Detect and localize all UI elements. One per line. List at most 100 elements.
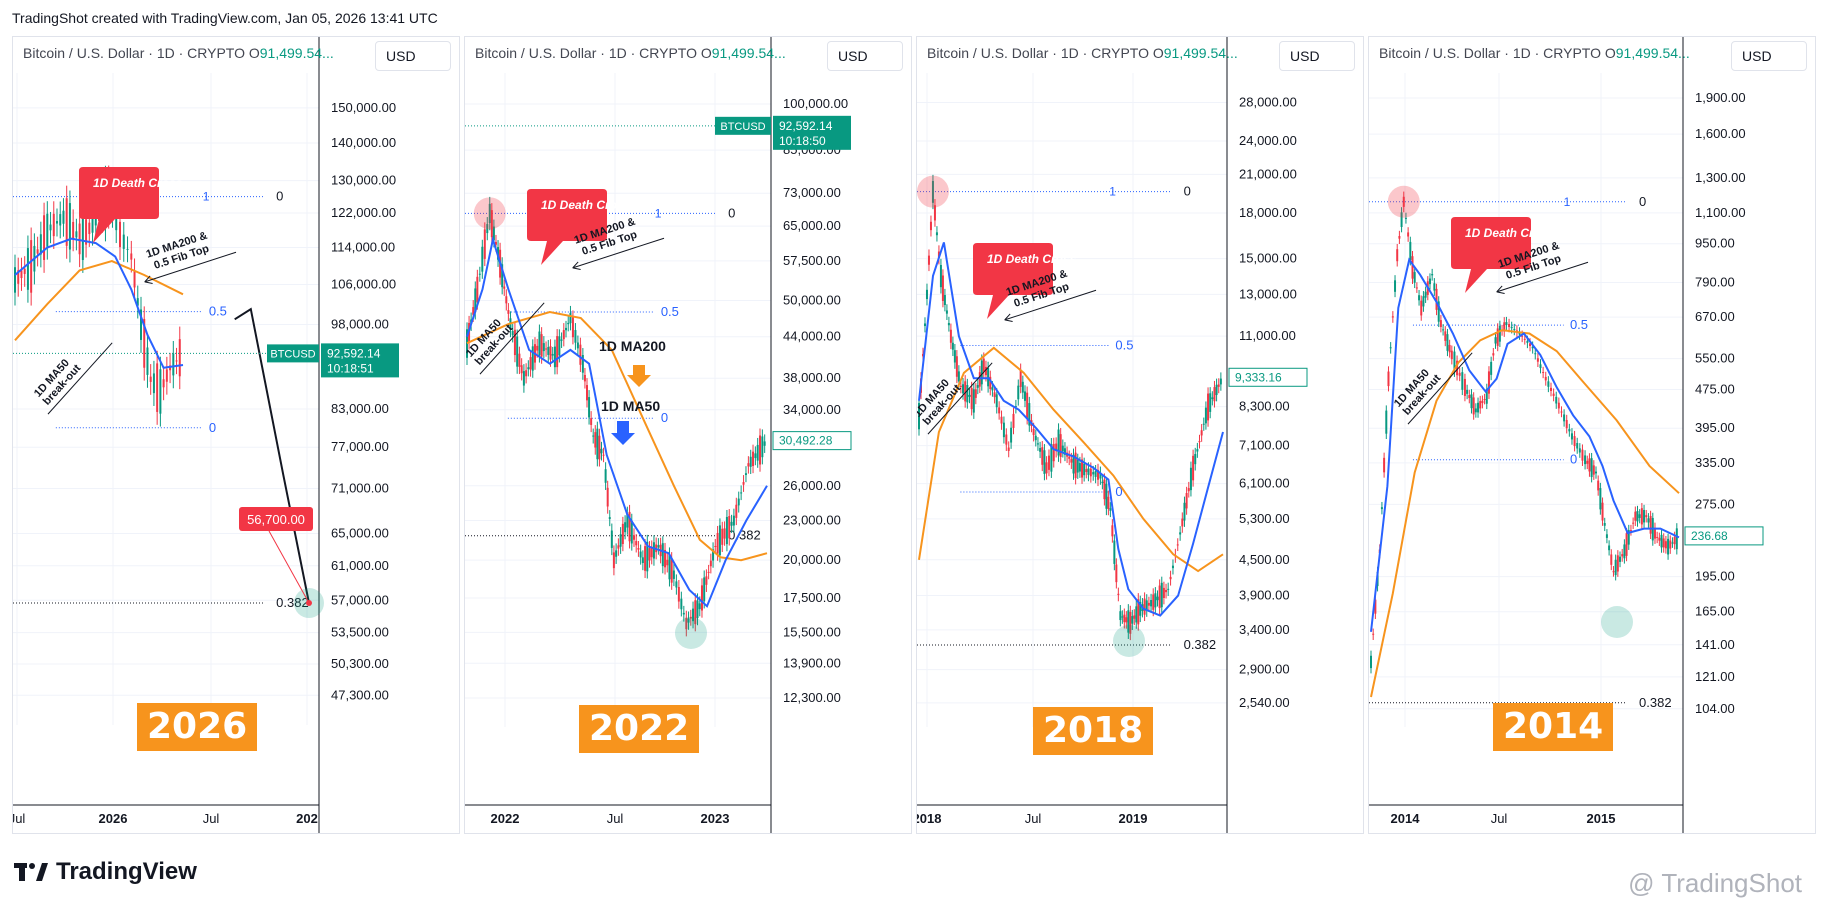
- last-price-value: 30,492.28: [779, 434, 833, 448]
- candle-body: [1039, 448, 1042, 452]
- candle-body: [481, 246, 484, 272]
- candle-body: [1005, 434, 1008, 445]
- candle-body: [478, 273, 481, 275]
- currency-selector[interactable]: USD: [827, 41, 903, 71]
- candle-body: [152, 373, 155, 394]
- candle-body: [574, 330, 577, 343]
- candle-body: [1544, 376, 1547, 381]
- candle-body: [621, 523, 624, 545]
- candle-body: [668, 554, 671, 580]
- candle-body: [677, 587, 680, 602]
- candle-body: [939, 265, 942, 288]
- fib-top-arrow: [572, 237, 665, 269]
- candle-body: [538, 331, 541, 356]
- death-cross-callout: 1D Death Cross: [79, 167, 183, 243]
- candle-body: [1407, 232, 1410, 237]
- symbol-legend[interactable]: Bitcoin / U.S. Dollar · 1D · CRYPTO O91,…: [475, 45, 815, 61]
- candle-body: [951, 342, 954, 350]
- candle-body: [1099, 472, 1102, 479]
- candle-body: [1671, 542, 1674, 544]
- candle-body: [1450, 350, 1453, 360]
- currency-selector[interactable]: USD: [1731, 41, 1807, 71]
- fib-top-arrowhead: [572, 261, 581, 271]
- candle-body: [931, 181, 934, 203]
- symbol-legend[interactable]: Bitcoin / U.S. Dollar · 1D · CRYPTO O91,…: [1379, 45, 1719, 61]
- candle-body: [1167, 588, 1170, 590]
- candle-body: [1109, 508, 1112, 511]
- candle-body: [712, 549, 715, 561]
- ohlc-value: 91,499.54...: [711, 45, 786, 61]
- candle-body: [1547, 381, 1550, 387]
- candle-body: [1479, 401, 1482, 409]
- fib-label: 0.382: [1184, 637, 1217, 652]
- time-tick-label: 2015: [1587, 811, 1616, 826]
- candle-body: [1536, 358, 1539, 362]
- candle-body: [1211, 397, 1214, 400]
- ma50-arrow-icon: [611, 421, 635, 445]
- fib-label: 0: [276, 189, 283, 204]
- candle-body: [628, 511, 631, 542]
- price-tick-label: 5,300.00: [1239, 511, 1290, 526]
- candle-body: [1150, 599, 1153, 607]
- candle-body: [36, 249, 39, 254]
- currency-selector[interactable]: USD: [375, 41, 451, 71]
- time-tick-label: Jul: [1491, 811, 1508, 826]
- candle-body: [966, 385, 969, 403]
- price-tick-label: 106,000.00: [331, 277, 396, 292]
- candle-body: [600, 448, 603, 454]
- candle-body: [49, 224, 52, 231]
- candle-body: [714, 545, 717, 547]
- chart-panel-2018[interactable]: 28,000.00 24,000.00 21,000.00 18,000.00 15,0…: [916, 36, 1364, 834]
- candle-body: [1021, 381, 1024, 393]
- candle-body: [518, 353, 521, 367]
- candle-body: [1581, 449, 1584, 461]
- candle-body: [39, 234, 42, 255]
- symbol-legend[interactable]: Bitcoin / U.S. Dollar · 1D · CRYPTO O91,…: [23, 45, 363, 61]
- ma200-line: [1370, 329, 1680, 698]
- candle-body: [1526, 340, 1529, 343]
- candle-body: [1374, 599, 1377, 614]
- tradingview-logo[interactable]: TradingView: [14, 858, 197, 886]
- candle-body: [1594, 471, 1597, 474]
- candle-body: [1137, 599, 1140, 625]
- price-tick-label: 100,000.00: [783, 96, 848, 111]
- candle-body: [1125, 617, 1128, 623]
- candle-body: [56, 221, 58, 224]
- price-tick-label: 150,000.00: [331, 100, 396, 115]
- candle-body: [945, 310, 948, 314]
- time-tick-label: 2019: [1119, 811, 1148, 826]
- candle-body: [763, 441, 766, 446]
- symbol-legend[interactable]: Bitcoin / U.S. Dollar · 1D · CRYPTO O91,…: [927, 45, 1267, 61]
- candle-body: [1474, 408, 1477, 413]
- price-tick-label: 50,300.00: [331, 656, 389, 671]
- candle-body: [754, 453, 757, 459]
- candle-body: [759, 435, 762, 465]
- candle-body: [672, 570, 675, 579]
- candle-body: [91, 217, 94, 233]
- death-cross-callout: 1D Death Cross: [527, 189, 631, 265]
- candle-body: [1061, 445, 1064, 452]
- candle-body: [1490, 361, 1493, 375]
- candle-body: [1121, 616, 1124, 618]
- candle-body: [143, 318, 146, 368]
- chart-panel-2022[interactable]: 100,000.0085,000.0073,000.0065,000.0057,…: [464, 36, 912, 834]
- candle-body: [1601, 502, 1604, 521]
- death-cross-text: 1D Death Cross: [93, 176, 183, 190]
- chart-panel-2014[interactable]: 1,900.00 1,600.00 1,300.00 1,100.00 950.00 79…: [1368, 36, 1816, 834]
- currency-selector[interactable]: USD: [1279, 41, 1355, 71]
- candle-body: [1549, 387, 1552, 392]
- last-price-box: [772, 431, 852, 451]
- candle-body: [115, 213, 118, 231]
- grid-lines: [917, 73, 1227, 727]
- candle-body: [26, 248, 29, 290]
- chart-panel-2026[interactable]: 150,000.00 140,000.00 130,000.00 122,000.00…: [12, 36, 460, 834]
- fib-label: 0.382: [728, 528, 761, 543]
- fib-retracement: 1 0 0.5 0 0.382: [1369, 194, 1672, 710]
- price-chart-svg: 150,000.00 140,000.00 130,000.00 122,000.00…: [13, 37, 399, 833]
- candle-body: [1584, 455, 1587, 465]
- candle-body: [730, 521, 733, 526]
- candle-body: [483, 229, 486, 259]
- candle-body: [1068, 456, 1071, 459]
- candle-body: [756, 444, 759, 461]
- candle-body: [1498, 325, 1501, 342]
